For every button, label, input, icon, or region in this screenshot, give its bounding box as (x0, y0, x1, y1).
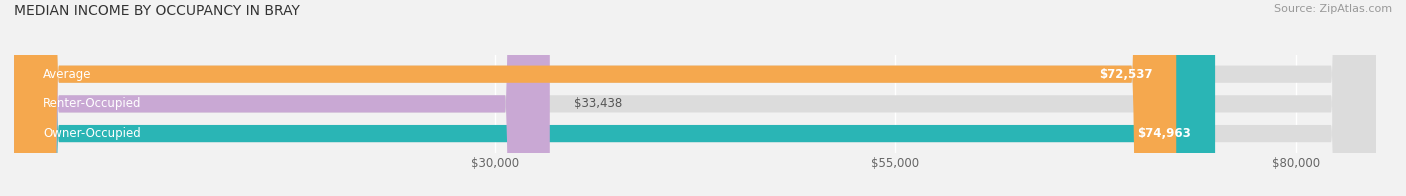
FancyBboxPatch shape (14, 0, 1376, 196)
Text: $72,537: $72,537 (1098, 68, 1152, 81)
FancyBboxPatch shape (14, 0, 550, 196)
FancyBboxPatch shape (14, 0, 1177, 196)
Text: Average: Average (44, 68, 91, 81)
Text: Source: ZipAtlas.com: Source: ZipAtlas.com (1274, 4, 1392, 14)
FancyBboxPatch shape (14, 0, 1215, 196)
Text: Owner-Occupied: Owner-Occupied (44, 127, 141, 140)
FancyBboxPatch shape (14, 0, 1376, 196)
FancyBboxPatch shape (14, 0, 1376, 196)
Text: $74,963: $74,963 (1137, 127, 1191, 140)
Text: $33,438: $33,438 (574, 97, 621, 110)
Text: Renter-Occupied: Renter-Occupied (44, 97, 142, 110)
Text: MEDIAN INCOME BY OCCUPANCY IN BRAY: MEDIAN INCOME BY OCCUPANCY IN BRAY (14, 4, 299, 18)
